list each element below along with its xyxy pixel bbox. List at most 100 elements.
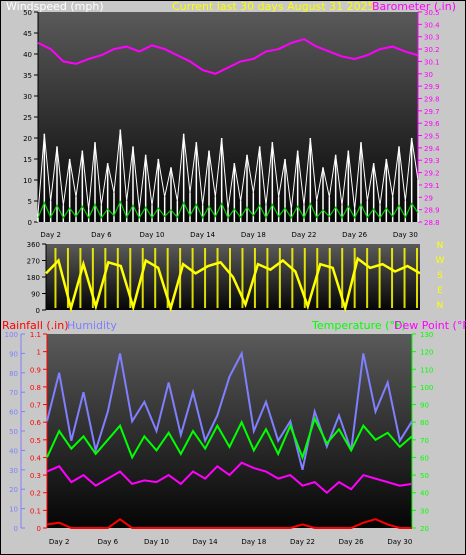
rain-tick-label: 0.3 bbox=[30, 472, 41, 480]
temp-tick-label: 120 bbox=[420, 349, 433, 357]
humidity-tick-label: 30 bbox=[9, 467, 18, 475]
right-tick-label: 28.8 bbox=[424, 219, 440, 227]
right-tick-label: 29.7 bbox=[424, 108, 440, 116]
rain-tick-label: 0.5 bbox=[30, 437, 41, 445]
x-tick-label: Day 26 bbox=[339, 538, 365, 546]
temp-tick-label: 20 bbox=[420, 525, 429, 533]
compass-letter: N bbox=[437, 301, 444, 311]
right-tick-label: 29.3 bbox=[424, 157, 440, 165]
left-tick-label: 15 bbox=[23, 156, 32, 164]
right-tick-label: 29.9 bbox=[424, 83, 440, 91]
compass-letter: E bbox=[437, 286, 443, 296]
right-tick-label: 30.3 bbox=[424, 34, 440, 42]
right-tick-label: 29.2 bbox=[424, 170, 440, 178]
x-tick-label: Day 22 bbox=[290, 538, 315, 546]
left-tick-label: 35 bbox=[23, 72, 32, 80]
rain-tick-label: 0.2 bbox=[30, 490, 41, 498]
rainfall-title: Rainfall (.in) bbox=[2, 319, 69, 332]
rain-tick-label: 0.7 bbox=[30, 402, 41, 410]
humidity-tick-label: 60 bbox=[9, 409, 18, 417]
right-tick-label: 30.5 bbox=[424, 9, 440, 17]
compass-letter: W bbox=[436, 256, 445, 266]
compass-letter: S bbox=[437, 271, 443, 281]
humidity-tick-label: 80 bbox=[9, 370, 18, 378]
rain-tick-label: 0.4 bbox=[30, 454, 42, 462]
temp-tick-label: 30 bbox=[420, 507, 429, 515]
rain-tick-label: 0.9 bbox=[30, 366, 41, 374]
barometer-title: Barometer (.in) bbox=[372, 0, 456, 13]
temp-tick-label: 110 bbox=[420, 366, 433, 374]
left-tick-label: 40 bbox=[23, 51, 32, 59]
x-tick-label: Day 30 bbox=[393, 231, 418, 239]
temp-tick-label: 130 bbox=[420, 331, 433, 339]
x-tick-label: Day 18 bbox=[241, 231, 266, 239]
temp-tick-label: 70 bbox=[420, 437, 429, 445]
barometer-line bbox=[37, 38, 419, 75]
humidity-tick-label: 40 bbox=[9, 447, 18, 455]
rain-tick-label: 0.6 bbox=[30, 419, 42, 427]
dewpoint-title: Dew Point (°F) bbox=[394, 319, 466, 332]
temp-tick-label: 40 bbox=[420, 490, 429, 498]
x-tick-label: Day 26 bbox=[342, 231, 368, 239]
compass-letter: N bbox=[437, 241, 444, 251]
rain-tick-label: 0 bbox=[37, 525, 41, 533]
left-tick-label: 30 bbox=[23, 93, 32, 101]
right-tick-label: 29 bbox=[424, 194, 433, 202]
rain-tick-label: 0.8 bbox=[30, 384, 41, 392]
temp-tick-label: 50 bbox=[420, 472, 429, 480]
right-tick-label: 30 bbox=[424, 71, 433, 79]
temp-tick-label: 100 bbox=[420, 384, 433, 392]
right-tick-label: 29.6 bbox=[424, 120, 440, 128]
rain-tick-label: 1 bbox=[37, 349, 41, 357]
plot-area bbox=[38, 12, 418, 222]
period-title: Current last 30 days August 31 2025 bbox=[172, 0, 375, 13]
humidity-tick-label: 100 bbox=[5, 331, 18, 339]
x-tick-label: Day 10 bbox=[144, 538, 169, 546]
right-tick-label: 28.9 bbox=[424, 207, 440, 215]
temperature-f-line bbox=[46, 415, 413, 461]
temperature-title: Temperature (°F) bbox=[312, 319, 406, 332]
x-tick-label: Day 30 bbox=[387, 538, 412, 546]
wind-gust-line bbox=[37, 129, 419, 214]
left-tick-label: 45 bbox=[23, 30, 32, 38]
right-tick-label: 29.4 bbox=[424, 145, 440, 153]
direction-tick-label: 0 bbox=[36, 307, 40, 315]
right-tick-label: 29.5 bbox=[424, 133, 440, 141]
direction-tick-label: 90 bbox=[31, 291, 40, 299]
x-tick-label: Day 10 bbox=[140, 231, 165, 239]
left-tick-label: 0 bbox=[28, 219, 32, 227]
wind-average-line bbox=[37, 200, 419, 220]
left-tick-label: 20 bbox=[23, 135, 32, 143]
wind-barometer-chart: 0 5 10 15 20 25 30 35 40 45 50 28.8 28.9 29 29.1 29.2 29… bbox=[23, 9, 440, 239]
humidity-title: Humidity bbox=[67, 319, 117, 332]
rain-tick-label: 1.1 bbox=[30, 331, 41, 339]
rain-tick-label: 0.1 bbox=[30, 507, 41, 515]
direction-tick-label: 180 bbox=[27, 274, 40, 282]
temp-tick-label: 60 bbox=[420, 454, 429, 462]
direction-tick-label: 270 bbox=[27, 258, 40, 266]
right-tick-label: 30.2 bbox=[424, 46, 440, 54]
rainfall-in-line bbox=[46, 517, 412, 529]
x-tick-label: Day 22 bbox=[292, 231, 317, 239]
temp-tick-label: 90 bbox=[420, 402, 429, 410]
left-tick-label: 25 bbox=[23, 114, 32, 122]
x-tick-label: Day 6 bbox=[91, 231, 112, 239]
x-tick-label: Day 14 bbox=[193, 538, 219, 546]
x-tick-label: Day 2 bbox=[40, 231, 61, 239]
x-tick-label: Day 6 bbox=[98, 538, 119, 546]
humidity-tick-label: 50 bbox=[9, 428, 18, 436]
x-tick-label: Day 14 bbox=[190, 231, 216, 239]
humidity-tick-label: 10 bbox=[9, 506, 18, 514]
right-tick-label: 29.1 bbox=[424, 182, 440, 190]
right-tick-label: 30.4 bbox=[424, 21, 440, 29]
right-tick-label: 29.8 bbox=[424, 95, 440, 103]
humidity-tick-label: 70 bbox=[9, 389, 18, 397]
left-tick-label: 50 bbox=[23, 9, 32, 17]
humidity-tick-label: 0 bbox=[14, 525, 18, 533]
bottom-plot-area bbox=[47, 334, 412, 528]
humidity-tick-label: 90 bbox=[9, 350, 18, 358]
x-tick-label: Day 2 bbox=[49, 538, 70, 546]
dew-point-f-line bbox=[46, 461, 413, 495]
